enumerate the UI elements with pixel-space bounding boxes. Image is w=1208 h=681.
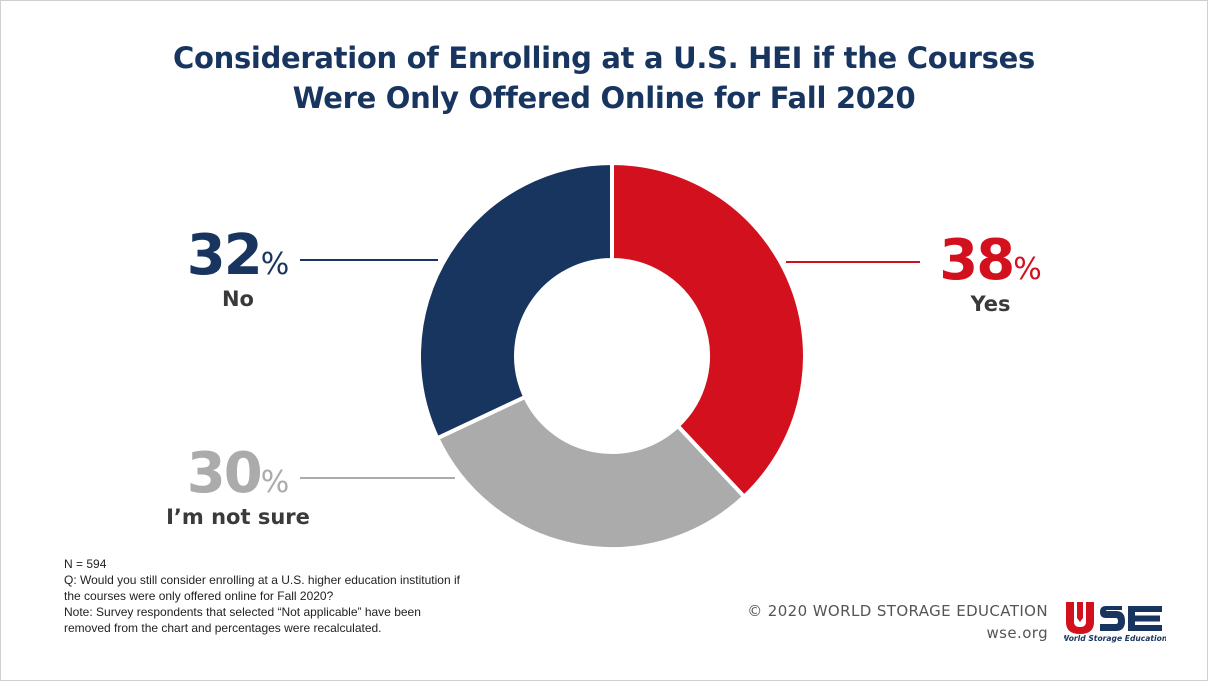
footer: © 2020 WORLD STORAGE EDUCATION wse.org bbox=[747, 600, 1048, 644]
category-label-no: No bbox=[221, 287, 254, 311]
pct-sign-yes: % bbox=[1013, 252, 1042, 287]
category-label-not-sure: I’m not sure bbox=[166, 505, 310, 529]
logo-w-inner bbox=[1077, 602, 1083, 622]
wse-logo: World Storage Education bbox=[1064, 602, 1166, 643]
leader-line-no bbox=[300, 259, 438, 261]
website-link[interactable]: wse.org bbox=[986, 624, 1048, 642]
value-label-no: 32 bbox=[186, 223, 263, 288]
leader-line-yes bbox=[786, 261, 920, 263]
label-yes: 38% Yes bbox=[918, 231, 1063, 317]
logo-e bbox=[1128, 606, 1162, 631]
chart-title: Consideration of Enrolling at a U.S. HEI… bbox=[0, 38, 1208, 118]
slice-no bbox=[417, 160, 614, 441]
value-label-yes: 38 bbox=[939, 228, 1015, 293]
slice-not-sure bbox=[434, 394, 747, 551]
pct-sign-not-sure: % bbox=[260, 465, 290, 500]
chart-notes: N = 594 Q: Would you still consider enro… bbox=[64, 556, 464, 636]
value-label-not-sure: 30 bbox=[186, 441, 263, 506]
logo-s bbox=[1100, 606, 1125, 631]
chart-title-line-1: Consideration of Enrolling at a U.S. HEI… bbox=[173, 41, 1035, 75]
leader-line-not-sure bbox=[300, 477, 455, 479]
pct-sign-no: % bbox=[260, 247, 290, 282]
category-label-yes: Yes bbox=[970, 292, 1011, 316]
label-no: 32% No bbox=[168, 226, 308, 312]
slice-yes bbox=[610, 160, 807, 500]
chart-title-line-2: Were Only Offered Online for Fall 2020 bbox=[292, 81, 916, 115]
logo-tagline: World Storage Education bbox=[1064, 634, 1166, 643]
sample-size: N = 594 bbox=[64, 557, 107, 571]
logo-u-mark bbox=[1066, 602, 1094, 634]
copyright-text: © 2020 WORLD STORAGE EDUCATION bbox=[747, 602, 1048, 620]
methodology-note: Note: Survey respondents that selected “… bbox=[64, 605, 421, 635]
survey-question: Q: Would you still consider enrolling at… bbox=[64, 573, 460, 603]
label-not-sure: 30% I’m not sure bbox=[148, 444, 328, 530]
